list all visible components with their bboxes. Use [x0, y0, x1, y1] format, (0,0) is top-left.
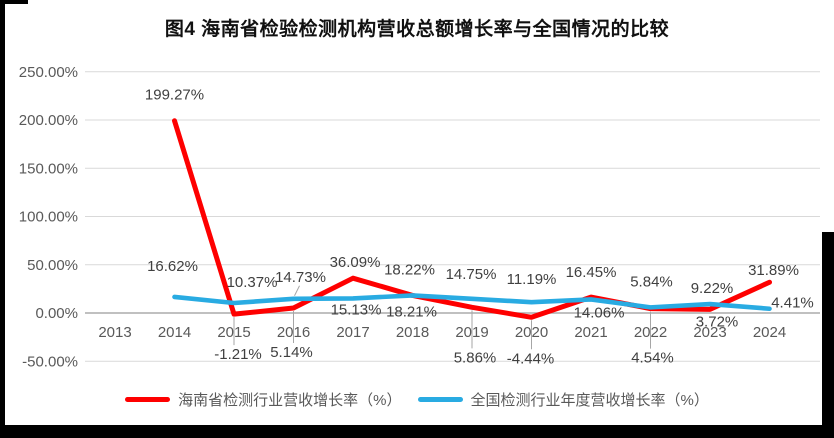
- data-label: 10.37%: [227, 274, 278, 291]
- data-label: 31.89%: [748, 262, 799, 279]
- legend-label-national: 全国检测行业年度营收增长率（%）: [470, 392, 709, 409]
- scan-edge-left: [0, 0, 5, 438]
- legend-label-hainan: 海南省检测行业营收增长率（%）: [178, 392, 402, 409]
- data-label: 3.72%: [696, 313, 739, 330]
- scan-edge-top-left: [0, 0, 28, 4]
- data-label: 36.09%: [330, 254, 381, 271]
- series-line-national: [172, 293, 772, 312]
- legend-item-national[interactable]: 全国检测行业年度营收增长率（%）: [417, 389, 709, 410]
- data-label: 9.22%: [691, 280, 734, 297]
- y-tick-label: 150.00%: [19, 160, 78, 177]
- legend-line-hainan-icon: [125, 397, 171, 402]
- x-tick-label: 2024: [753, 324, 786, 341]
- x-tick-label: 2013: [98, 324, 131, 341]
- data-label: 199.27%: [145, 87, 204, 104]
- x-tick-label: 2017: [336, 324, 369, 341]
- y-tick-label: 100.00%: [19, 209, 78, 226]
- data-label: -4.44%: [507, 350, 555, 367]
- data-label: 15.13%: [331, 301, 382, 318]
- x-tick-label: 2018: [396, 324, 429, 341]
- y-tick-label: 0.00%: [35, 305, 78, 322]
- data-label: 14.75%: [446, 266, 497, 283]
- legend-item-hainan[interactable]: 海南省检测行业营收增长率（%）: [125, 389, 402, 410]
- data-label: 5.14%: [270, 344, 313, 361]
- data-label: 4.54%: [631, 350, 674, 367]
- data-label: 5.84%: [630, 273, 673, 290]
- y-tick-label: 250.00%: [19, 64, 78, 81]
- y-tick-label: -50.00%: [22, 353, 78, 370]
- data-label: 18.22%: [384, 261, 435, 278]
- chart-title: 图4 海南省检验检测机构营收总额增长率与全国情况的比较: [164, 19, 670, 40]
- data-label: 5.86%: [454, 349, 497, 366]
- data-label: -1.21%: [214, 346, 262, 363]
- legend-line-national-icon: [417, 397, 463, 402]
- data-label: 11.19%: [507, 271, 557, 288]
- data-label: 16.45%: [566, 264, 617, 281]
- data-label: 18.21%: [386, 303, 437, 320]
- scan-edge-right: [822, 232, 834, 438]
- x-tick-label: 2014: [158, 324, 191, 341]
- y-tick-label: 200.00%: [19, 112, 78, 129]
- x-tick-label: 2021: [574, 324, 607, 341]
- x-tick-label: 2023: [693, 324, 726, 341]
- data-label: 14.73%: [275, 269, 326, 286]
- data-label: 4.41%: [771, 295, 814, 312]
- chart-legend: 海南省检测行业营收增长率（%） 全国检测行业年度营收增长率（%）: [0, 389, 834, 410]
- data-label: 16.62%: [147, 258, 198, 275]
- series-line-hainan: [172, 118, 772, 320]
- leader-line: [294, 285, 300, 297]
- y-tick-label: 50.00%: [27, 257, 78, 274]
- data-label: 14.06%: [574, 304, 625, 321]
- scan-edge-bottom: [0, 425, 834, 438]
